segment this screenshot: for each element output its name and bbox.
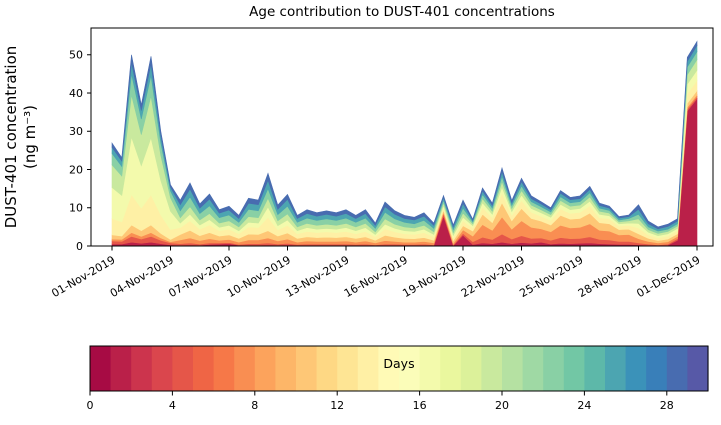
colorbar-band [316,346,338,391]
y-tick-label: 0 [76,240,83,253]
colorbar-band [378,346,400,391]
colorbar-tick-label: 28 [660,399,674,412]
colorbar-border [89,345,709,392]
colorbar-band [275,346,297,391]
colorbar-band [502,346,524,391]
colorbar-band [337,346,359,391]
colorbar-band [193,346,215,391]
colorbar-band [522,346,544,391]
plot-border [90,27,714,247]
colorbar-band [419,346,441,391]
colorbar-band [399,346,421,391]
colorbar-tick-label: 16 [413,399,427,412]
colorbar-tick-label: 24 [577,399,591,412]
colorbar-band [625,346,647,391]
colorbar-tick-label: 0 [87,399,94,412]
colorbar-band [543,346,565,391]
colorbar-band [605,346,627,391]
x-tick-label: 16-Nov-2019 [342,253,410,300]
x-tick-label: 25-Nov-2019 [517,253,585,300]
colorbar-label: Days [383,356,415,371]
colorbar-band [460,346,482,391]
colorbar-band [481,346,503,391]
colorbar-band [687,346,709,391]
colorbar-tick-label: 8 [251,399,258,412]
colorbar-band [213,346,235,391]
y-tick-label: 50 [69,49,83,62]
colorbar-tick-label: 20 [495,399,509,412]
colorbar-band [110,346,132,391]
x-tick-label: 19-Nov-2019 [400,253,468,300]
x-tick-label: 22-Nov-2019 [459,253,527,300]
y-tick-label: 20 [69,163,83,176]
x-tick-label: 28-Nov-2019 [576,253,644,300]
colorbar-band [90,346,112,391]
colorbar-band [131,346,153,391]
colorbar-band [151,346,173,391]
y-tick-label: 30 [69,125,83,138]
y-tick-label: 10 [69,202,83,215]
colorbar-band [646,346,668,391]
colorbar-tick-label: 12 [330,399,344,412]
x-tick-label: 04-Nov-2019 [108,253,176,300]
y-tick-label: 40 [69,87,83,100]
colorbar-band [584,346,606,391]
colorbar-band [254,346,276,391]
chart-title: Age contribution to DUST-401 concentrati… [249,4,555,20]
colorbar-band [357,346,379,391]
colorbar-band [296,346,318,391]
colorbar-tick-label: 4 [169,399,176,412]
colorbar-band [563,346,585,391]
x-tick-label: 07-Nov-2019 [166,253,234,300]
x-tick-label: 01-Dec-2019 [634,253,702,300]
colorbar-band [666,346,688,391]
colorbar-band [440,346,462,391]
colorbar-band [234,346,256,391]
x-tick-label: 10-Nov-2019 [225,253,293,300]
x-tick-label: 13-Nov-2019 [283,253,351,300]
area-layer-27-30-days [111,40,698,230]
colorbar-band [172,346,194,391]
x-tick-label: 01-Nov-2019 [49,253,117,300]
